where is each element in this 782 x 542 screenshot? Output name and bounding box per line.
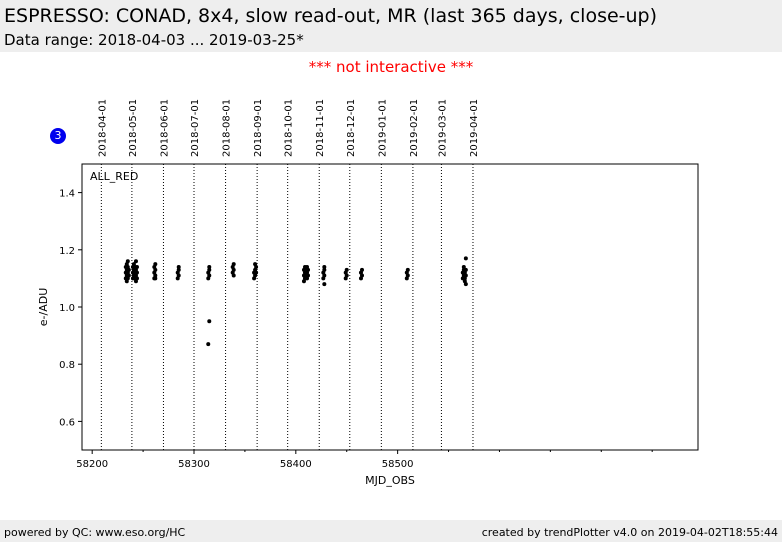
data-point <box>176 273 181 278</box>
footer-powered-by: powered by QC: www.eso.org/HC <box>4 526 186 539</box>
date-marker-label: 2018-06-01 <box>159 99 170 157</box>
x-tick-label: 58500 <box>382 459 414 470</box>
data-point <box>134 264 139 269</box>
data-point <box>405 267 410 272</box>
data-point <box>126 267 131 272</box>
x-tick-label: 58200 <box>76 459 108 470</box>
data-point <box>322 282 327 287</box>
data-point <box>322 264 327 269</box>
y-tick-label: 1.0 <box>59 303 75 314</box>
data-point <box>322 273 327 278</box>
data-point <box>126 273 131 278</box>
date-marker-label: 2018-10-01 <box>284 99 295 157</box>
data-point <box>306 267 311 272</box>
data-point <box>153 273 158 278</box>
data-point <box>133 259 138 264</box>
data-point <box>405 273 410 278</box>
data-point <box>207 267 212 272</box>
data-point <box>206 342 211 347</box>
data-points <box>123 256 468 347</box>
date-markers: 2018-04-01 2018-05-01 2018-06-01 2018-07-01… <box>97 99 480 450</box>
header-bar <box>0 0 782 52</box>
data-point <box>153 267 158 272</box>
y-axis-label: e-/ADU <box>37 288 50 327</box>
data-point <box>153 276 158 281</box>
date-marker-label: 2018-04-01 <box>97 99 108 157</box>
data-point <box>306 273 311 278</box>
x-tick-label: 58400 <box>280 459 312 470</box>
x-tick-label: 58300 <box>178 459 210 470</box>
data-point <box>360 267 364 272</box>
date-marker-label: 2018-11-01 <box>315 99 326 157</box>
not-interactive-notice: *** not interactive *** <box>308 58 474 76</box>
y-tick-label: 1.4 <box>59 189 75 200</box>
date-marker-label: 2019-04-01 <box>469 99 480 157</box>
date-marker-label: 2018-07-01 <box>190 99 201 157</box>
data-point <box>134 270 139 275</box>
page-title: ESPRESSO: CONAD, 8x4, slow read-out, MR … <box>4 5 658 27</box>
data-point <box>254 270 259 275</box>
data-point <box>463 256 468 261</box>
y-tick-label: 1.2 <box>59 246 75 257</box>
data-point <box>207 319 212 324</box>
y-tick-label: 0.8 <box>59 360 75 371</box>
footer-created-by: created by trendPlotter v4.0 on 2019-04-… <box>481 526 778 539</box>
data-point <box>231 273 236 278</box>
data-point <box>322 267 327 272</box>
y-tick-label: 0.6 <box>59 417 75 428</box>
x-axis-label: MJD_OBS <box>365 474 415 487</box>
data-point <box>134 276 139 281</box>
date-marker-label: 2018-08-01 <box>222 99 233 157</box>
date-marker-label: 2018-09-01 <box>253 99 264 157</box>
data-point <box>207 264 212 269</box>
data-point <box>461 264 466 269</box>
data-point <box>125 259 130 264</box>
date-marker-label: 2018-05-01 <box>128 99 139 157</box>
date-marker-label: 2018-12-01 <box>346 99 357 157</box>
y-axis-ticks: 0.6 0.8 1.0 1.2 1.4 <box>59 189 82 428</box>
data-point <box>344 273 349 278</box>
data-point <box>344 267 349 272</box>
data-range-subtitle: Data range: 2018-04-03 ... 2019-03-25* <box>4 31 304 49</box>
date-marker-label: 2019-03-01 <box>437 99 448 157</box>
x-axis-ticks: 58200 58300 58400 58500 <box>76 450 653 470</box>
date-marker-label: 2019-02-01 <box>409 99 420 157</box>
date-marker-label: 2019-01-01 <box>377 99 388 157</box>
box-label: ALL_RED <box>90 170 138 183</box>
data-point <box>254 264 259 269</box>
data-point <box>463 267 468 272</box>
data-point <box>360 273 364 278</box>
plot-number-badge: 3 <box>50 128 66 144</box>
data-point <box>153 262 158 267</box>
plot-area <box>81 163 699 451</box>
footer-bar <box>0 520 782 542</box>
data-point <box>463 273 468 278</box>
data-point <box>231 267 236 272</box>
data-point <box>176 264 181 269</box>
data-point <box>176 267 181 272</box>
data-point <box>231 262 236 267</box>
data-point <box>463 282 468 287</box>
data-point <box>207 273 212 278</box>
